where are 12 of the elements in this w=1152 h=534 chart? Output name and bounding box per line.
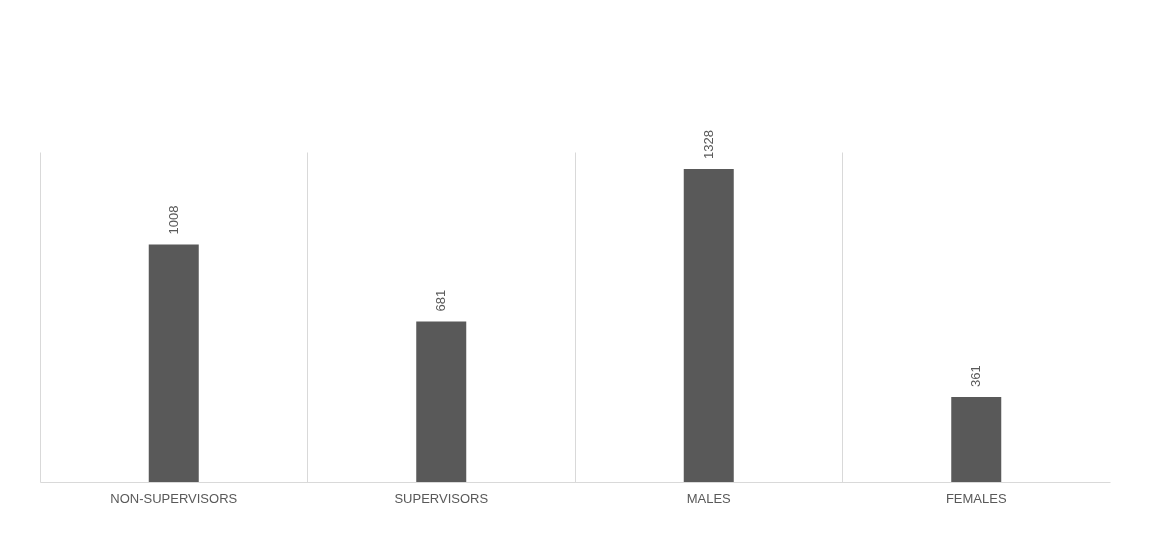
- x-tick-label: NON-SUPERVISORS: [110, 490, 238, 506]
- data-label: 681: [433, 289, 449, 312]
- x-tick-label: SUPERVISORS: [394, 490, 489, 506]
- x-tick-label: FEMALES: [945, 490, 1007, 506]
- bar: [951, 396, 1002, 482]
- bar: [683, 168, 734, 482]
- data-label: 1328: [700, 130, 716, 159]
- data-label: 1008: [165, 205, 181, 235]
- bar: [416, 321, 467, 482]
- data-label: 361: [968, 365, 984, 387]
- bar: [148, 244, 199, 482]
- x-tick-label: MALES: [686, 490, 732, 506]
